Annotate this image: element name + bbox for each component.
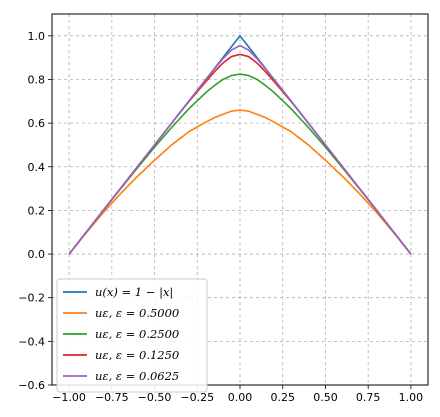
y-tick-label: 0.4 (28, 161, 46, 174)
series-line-4 (68, 44, 412, 255)
legend-label: uε, ε = 0.2500 (95, 327, 179, 341)
legend-box (56, 278, 208, 393)
x-tick-label: −0.50 (138, 391, 172, 404)
legend-label: uε, ε = 0.0625 (95, 369, 179, 383)
x-axis: −1.00 −0.75 −0.50 −0.25 0.00 0.25 0.50 0.75 1.00 (52, 385, 423, 404)
y-tick-label: −0.6 (18, 379, 45, 392)
x-tick-label: 0.50 (313, 391, 338, 404)
series-lines (68, 35, 412, 255)
x-tick-label: −1.00 (52, 391, 86, 404)
x-tick-label: 1.00 (399, 391, 424, 404)
x-tick-label: 0.00 (228, 391, 253, 404)
y-tick-label: 0.6 (28, 117, 46, 130)
series-line-1 (68, 109, 412, 255)
gridlines (52, 14, 428, 386)
x-tick-label: −0.75 (95, 391, 129, 404)
y-tick-label: 0.0 (28, 248, 46, 261)
x-tick-label: 0.75 (356, 391, 381, 404)
x-tick-label: −0.25 (180, 391, 214, 404)
x-tick-label: 0.25 (270, 391, 295, 404)
legend-label: uε, ε = 0.1250 (95, 348, 179, 362)
y-tick-label: −0.2 (18, 292, 45, 305)
y-tick-label: −0.4 (18, 335, 45, 348)
y-axis: −0.6 −0.4 −0.2 0.0 0.2 0.4 0.6 0.8 1.0 (18, 30, 52, 392)
legend: u(x) = 1 − |x| uε, ε = 0.5000 uε, ε = 0.25… (56, 278, 208, 393)
y-tick-label: 0.2 (28, 204, 46, 217)
y-tick-label: 1.0 (28, 30, 46, 43)
legend-label: uε, ε = 0.5000 (95, 306, 179, 320)
y-tick-label: 0.8 (28, 73, 46, 86)
legend-label: u(x) = 1 − |x| (95, 285, 173, 300)
